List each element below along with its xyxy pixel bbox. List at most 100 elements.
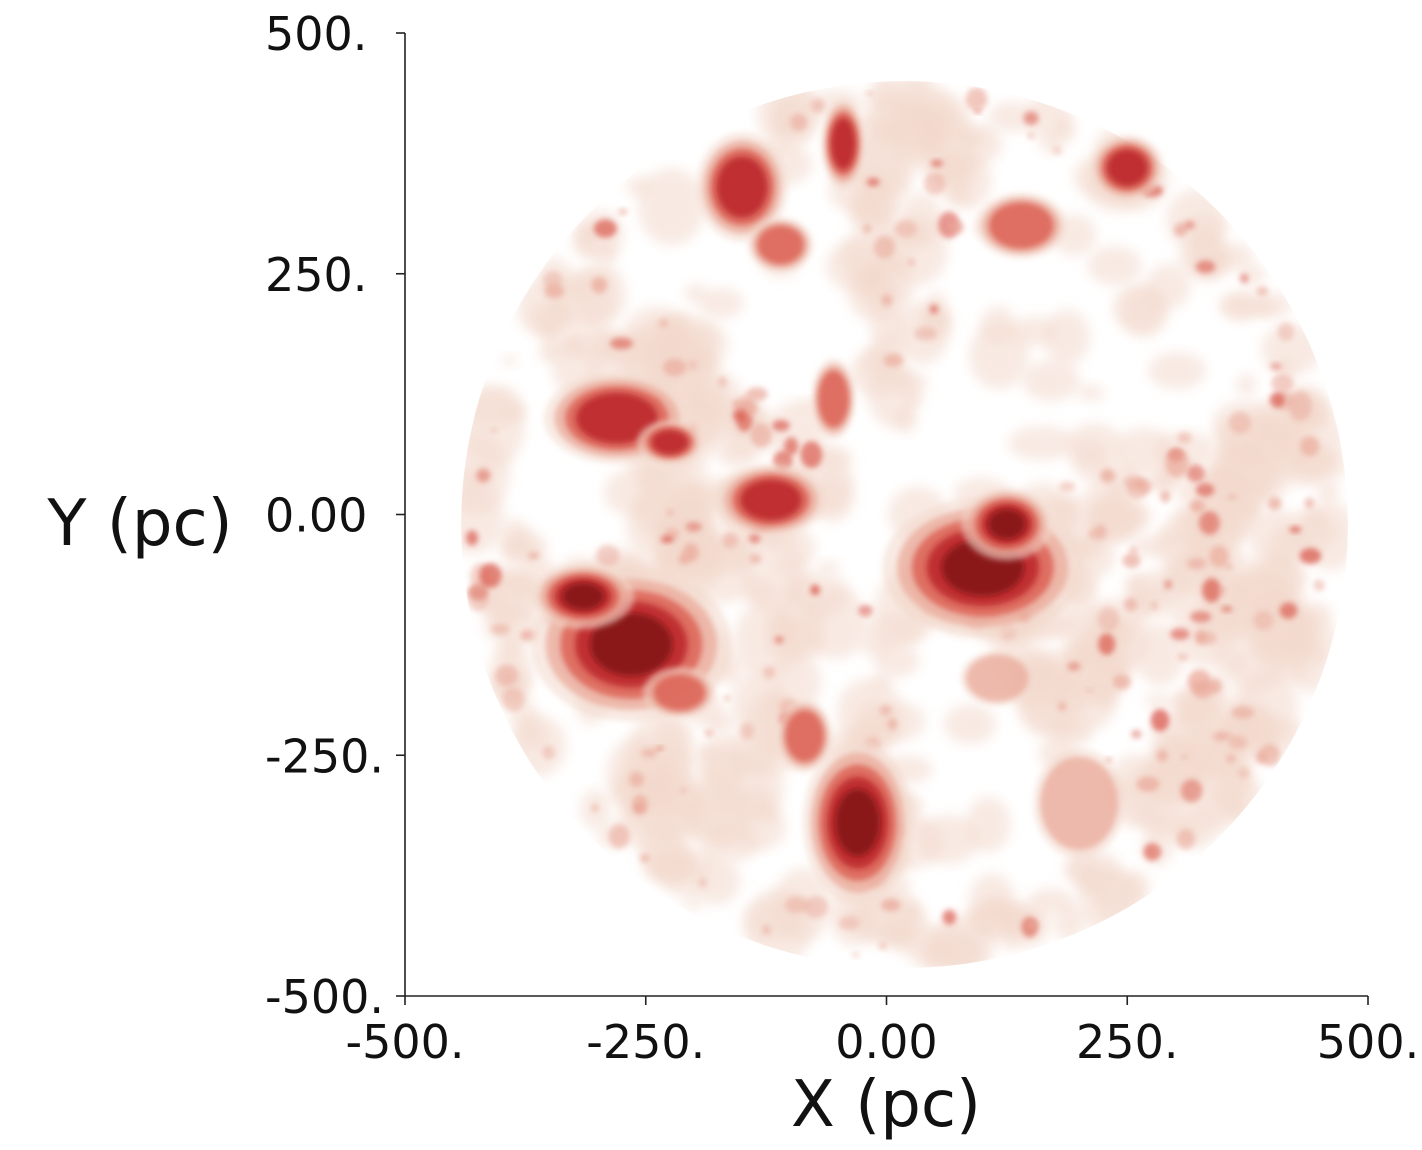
density-clump (1058, 701, 1067, 712)
y-tick-label: 0.00 (265, 489, 367, 543)
density-haze (755, 800, 782, 824)
density-clump (810, 584, 821, 596)
density-haze (1076, 385, 1105, 401)
density-clump (1086, 688, 1093, 693)
density-clump (527, 552, 540, 560)
density-clump (866, 178, 880, 187)
density-clump (879, 942, 887, 950)
density-clump (1195, 260, 1216, 274)
density-clump (1112, 674, 1131, 690)
density-haze (501, 518, 530, 551)
density-haze (622, 305, 691, 369)
density-clump (774, 636, 784, 644)
density-clump (1124, 597, 1138, 612)
density-clump (863, 224, 871, 234)
density-clump (1189, 499, 1206, 513)
density-haze (637, 167, 706, 246)
density-clump (1067, 662, 1081, 671)
density-clump (656, 746, 664, 751)
y-axis-ticks: 500. 250. 0.00 -250. -500. (265, 7, 405, 1024)
density-clump (688, 359, 697, 371)
density-clump (1289, 526, 1302, 533)
density-clump (1170, 628, 1190, 641)
density-haze (858, 636, 894, 656)
density-haze (943, 704, 997, 745)
density-haze (893, 81, 955, 152)
density-haze (1145, 263, 1191, 310)
density-haze (712, 819, 760, 862)
density-clump (1231, 706, 1255, 719)
density-haze (1054, 903, 1085, 942)
density-clump (852, 952, 860, 958)
density-clump (1209, 545, 1229, 568)
density-clump (543, 270, 563, 289)
density-clump (1268, 496, 1282, 511)
x-tick-label: 500. (1317, 1015, 1419, 1069)
density-haze (850, 194, 889, 239)
density-clump (682, 543, 699, 562)
density-haze (1007, 425, 1076, 461)
cloud-contour (785, 710, 825, 762)
density-haze (1148, 351, 1207, 390)
density-haze (731, 672, 785, 736)
density-clump (1098, 633, 1116, 656)
density-haze (965, 796, 1011, 853)
density-clump (1288, 390, 1312, 421)
density-clump (929, 304, 939, 314)
density-clump (476, 468, 491, 483)
density-clump (1313, 579, 1325, 592)
density-clump (1153, 849, 1160, 854)
density-clump (618, 208, 628, 215)
density-clump (1212, 732, 1226, 741)
density-clump (942, 909, 957, 925)
density-haze (1123, 761, 1186, 832)
density-clump (858, 605, 873, 616)
density-field (461, 81, 1348, 968)
density-haze (1218, 291, 1269, 319)
density-clump (1150, 708, 1170, 732)
density-clump (1023, 111, 1039, 126)
density-clump (1228, 411, 1252, 434)
density-haze (1223, 242, 1253, 272)
density-clump (1270, 363, 1282, 370)
density-clump (679, 787, 688, 793)
cloud-contour (988, 509, 1026, 540)
density-clump (722, 532, 739, 549)
density-haze (816, 560, 841, 574)
density-haze (862, 257, 914, 321)
density-clump (1176, 829, 1195, 850)
density-clump (883, 353, 904, 368)
density-haze (501, 355, 519, 366)
density-haze (1087, 245, 1142, 286)
density-clump (593, 219, 617, 238)
cloud-contour (835, 788, 881, 857)
density-clump (1240, 273, 1249, 284)
density-clump (1173, 223, 1188, 237)
density-clump (784, 437, 799, 456)
density-clump (544, 284, 565, 299)
density-haze (653, 719, 687, 757)
density-haze (589, 329, 625, 360)
density-clump (1123, 475, 1145, 489)
density-clump (930, 160, 944, 167)
density-haze (968, 322, 1030, 390)
density-clump (740, 722, 754, 740)
density-clump (1177, 432, 1192, 444)
density-clump (639, 853, 651, 863)
density-clump (724, 695, 731, 701)
density-clump (542, 745, 555, 760)
density-clump (1238, 767, 1250, 779)
density-clump (750, 423, 772, 448)
x-tick-label: 250. (1076, 1015, 1178, 1069)
density-haze (1289, 451, 1308, 463)
density-clump (785, 895, 809, 914)
density-clump (608, 824, 630, 849)
density-clump (950, 221, 965, 234)
cloud-contour (651, 430, 689, 455)
density-clump (731, 399, 742, 407)
density-clump (1256, 286, 1269, 296)
cloud-contour (1106, 149, 1148, 187)
density-clump (591, 276, 608, 294)
density-clump (923, 172, 946, 195)
